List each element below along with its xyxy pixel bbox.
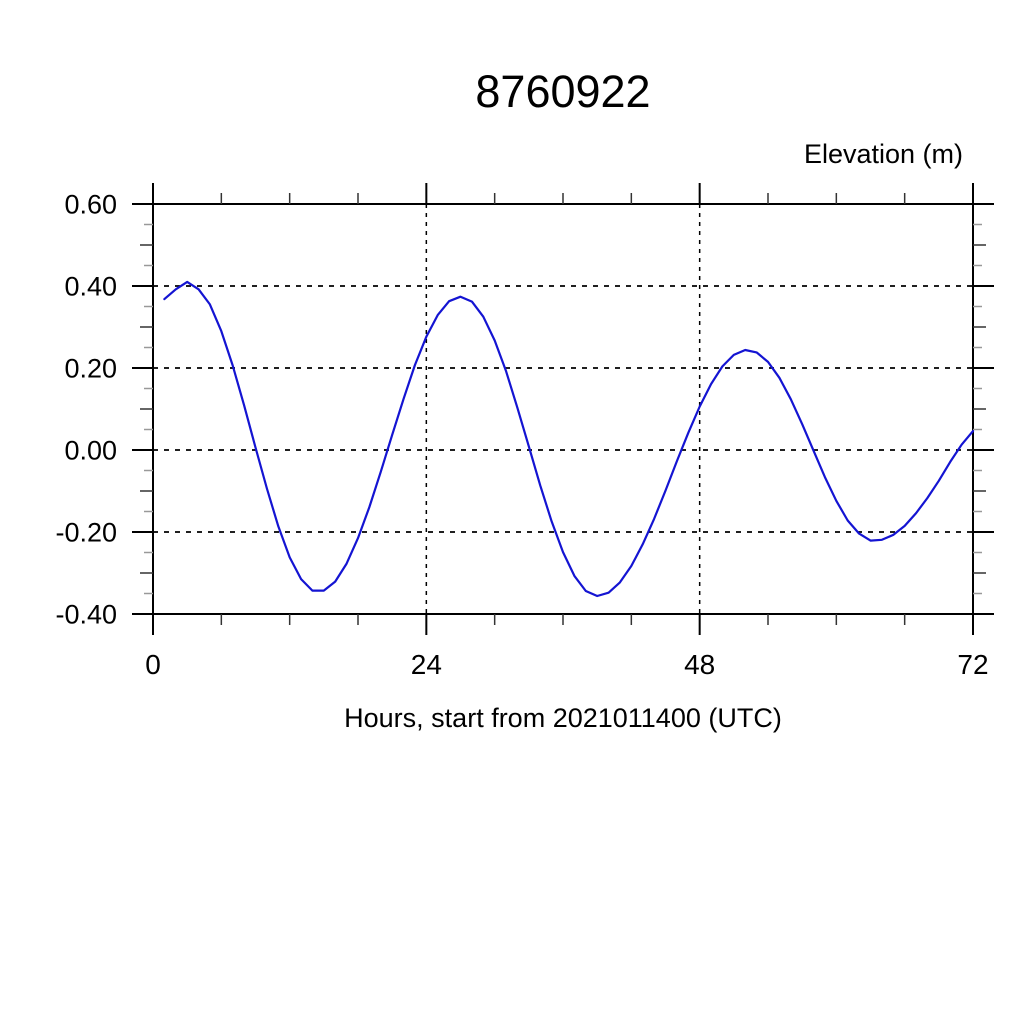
elevation-curve xyxy=(163,280,975,598)
y-tick-label: 0.40 xyxy=(64,272,117,302)
elevation-line xyxy=(163,280,975,598)
tick-labels: 0 24 48 72 0.60 0.40 0.20 0.00 -0.20 -0.40 xyxy=(55,190,988,681)
y-tick-label: -0.40 xyxy=(55,600,117,630)
y-tick-label: 0.60 xyxy=(64,190,117,220)
axis-ticks xyxy=(132,183,994,635)
y-tick-label: 0.20 xyxy=(64,354,117,384)
x-axis-title: Hours, start from 2021011400 (UTC) xyxy=(344,703,782,733)
x-tick-label: 24 xyxy=(411,649,442,680)
y-tick-label: 0.00 xyxy=(64,436,117,466)
chart-title: 8760922 xyxy=(475,66,650,117)
x-tick-label: 0 xyxy=(145,649,161,680)
x-tick-label: 72 xyxy=(957,649,988,680)
x-tick-label: 48 xyxy=(684,649,715,680)
y-tick-label: -0.20 xyxy=(55,518,117,548)
y-axis-title: Elevation (m) xyxy=(804,139,963,169)
